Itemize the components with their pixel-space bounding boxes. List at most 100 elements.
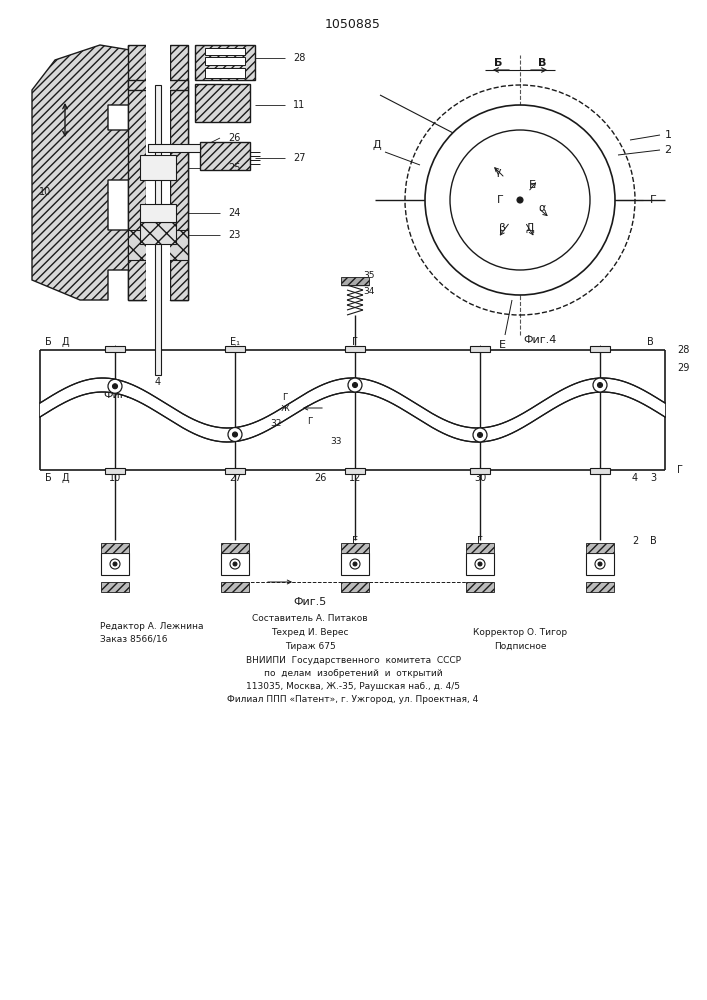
Circle shape <box>593 378 607 392</box>
Text: 1050885: 1050885 <box>325 17 381 30</box>
Text: Филиал ППП «Патент», г. Ужгород, ул. Проектная, 4: Филиал ППП «Патент», г. Ужгород, ул. Про… <box>228 695 479 704</box>
Bar <box>345 468 365 474</box>
Bar <box>205 57 245 65</box>
Text: Г: Г <box>650 195 656 205</box>
Text: по  делам  изобретений  и  открытий: по делам изобретений и открытий <box>264 669 443 678</box>
Circle shape <box>473 428 487 442</box>
Bar <box>128 230 188 260</box>
Bar <box>200 142 250 170</box>
Bar <box>341 582 369 592</box>
Circle shape <box>450 130 590 270</box>
Bar <box>341 553 369 575</box>
Text: Е: Е <box>529 180 535 190</box>
Bar <box>146 40 170 300</box>
Text: 3: 3 <box>650 473 656 483</box>
Circle shape <box>228 428 242 442</box>
Circle shape <box>348 378 362 392</box>
Text: 10: 10 <box>109 473 121 483</box>
Text: Д: Д <box>373 140 381 150</box>
Bar <box>105 468 125 474</box>
Bar <box>221 582 249 592</box>
Circle shape <box>597 383 602 388</box>
Bar <box>225 346 245 352</box>
Text: Д: Д <box>62 473 69 483</box>
Circle shape <box>475 559 485 569</box>
Circle shape <box>517 197 523 203</box>
Text: 10: 10 <box>39 187 51 197</box>
Text: 29: 29 <box>677 363 689 373</box>
Bar <box>140 204 176 222</box>
Text: β: β <box>498 223 506 233</box>
Text: 32: 32 <box>270 420 281 428</box>
Text: Корректор О. Тигор: Корректор О. Тигор <box>473 628 567 637</box>
Circle shape <box>477 432 482 437</box>
Bar <box>195 45 255 80</box>
Bar <box>466 553 494 575</box>
Text: Составитель А. Питаков: Составитель А. Питаков <box>252 614 368 623</box>
Bar <box>195 84 250 122</box>
Text: 35: 35 <box>363 270 375 279</box>
Bar <box>221 543 249 553</box>
Bar <box>155 85 161 375</box>
Text: Е: Е <box>352 536 358 546</box>
Text: 1: 1 <box>665 130 672 140</box>
Text: 4: 4 <box>155 377 161 387</box>
Bar <box>470 346 490 352</box>
Bar <box>590 346 610 352</box>
Bar <box>205 48 245 55</box>
Circle shape <box>113 562 117 566</box>
Bar <box>586 553 614 575</box>
Text: Фиг.3: Фиг.3 <box>103 390 136 400</box>
Bar <box>590 468 610 474</box>
Text: 28: 28 <box>677 345 689 355</box>
Bar <box>101 543 129 553</box>
Text: 27: 27 <box>229 473 241 483</box>
Text: Г: Г <box>677 465 683 475</box>
Text: 12: 12 <box>349 473 361 483</box>
Circle shape <box>233 432 238 437</box>
Bar <box>466 582 494 592</box>
Polygon shape <box>40 378 665 442</box>
Circle shape <box>112 384 117 389</box>
Text: α: α <box>538 203 546 213</box>
Text: Е: Е <box>498 340 506 350</box>
Text: В: В <box>650 536 656 546</box>
Text: 26: 26 <box>228 133 240 143</box>
Text: ВНИИПИ  Государственного  комитета  СССР: ВНИИПИ Государственного комитета СССР <box>245 656 460 665</box>
Text: 33: 33 <box>330 438 341 446</box>
Bar <box>470 468 490 474</box>
Circle shape <box>598 562 602 566</box>
Circle shape <box>353 562 357 566</box>
Text: γ: γ <box>495 167 501 177</box>
Text: Заказ 8566/16: Заказ 8566/16 <box>100 635 168 644</box>
Circle shape <box>108 379 122 393</box>
Text: Б: Б <box>493 58 502 68</box>
Text: ж: ж <box>281 403 289 413</box>
Circle shape <box>353 383 358 388</box>
Text: 23: 23 <box>228 230 240 240</box>
Text: Д: Д <box>62 337 69 347</box>
Circle shape <box>350 559 360 569</box>
Text: Д: Д <box>526 223 534 233</box>
Bar <box>345 346 365 352</box>
Polygon shape <box>32 45 130 300</box>
Text: 25: 25 <box>228 163 240 173</box>
Text: Г: Г <box>496 195 503 205</box>
Bar <box>140 222 176 244</box>
Text: Фиг.5: Фиг.5 <box>293 597 327 607</box>
Circle shape <box>595 559 605 569</box>
Bar <box>128 80 188 90</box>
Text: Е₁: Е₁ <box>230 337 240 347</box>
Text: 27: 27 <box>293 153 305 163</box>
Text: В: В <box>647 337 653 347</box>
Circle shape <box>110 559 120 569</box>
Text: Тираж 675: Тираж 675 <box>285 642 335 651</box>
Bar <box>221 553 249 575</box>
Bar <box>101 582 129 592</box>
Bar <box>170 45 188 300</box>
Bar <box>205 68 245 78</box>
Text: 26: 26 <box>314 473 326 483</box>
Text: Г: Г <box>477 536 483 546</box>
Bar <box>101 553 129 575</box>
Text: Г: Г <box>352 337 358 347</box>
